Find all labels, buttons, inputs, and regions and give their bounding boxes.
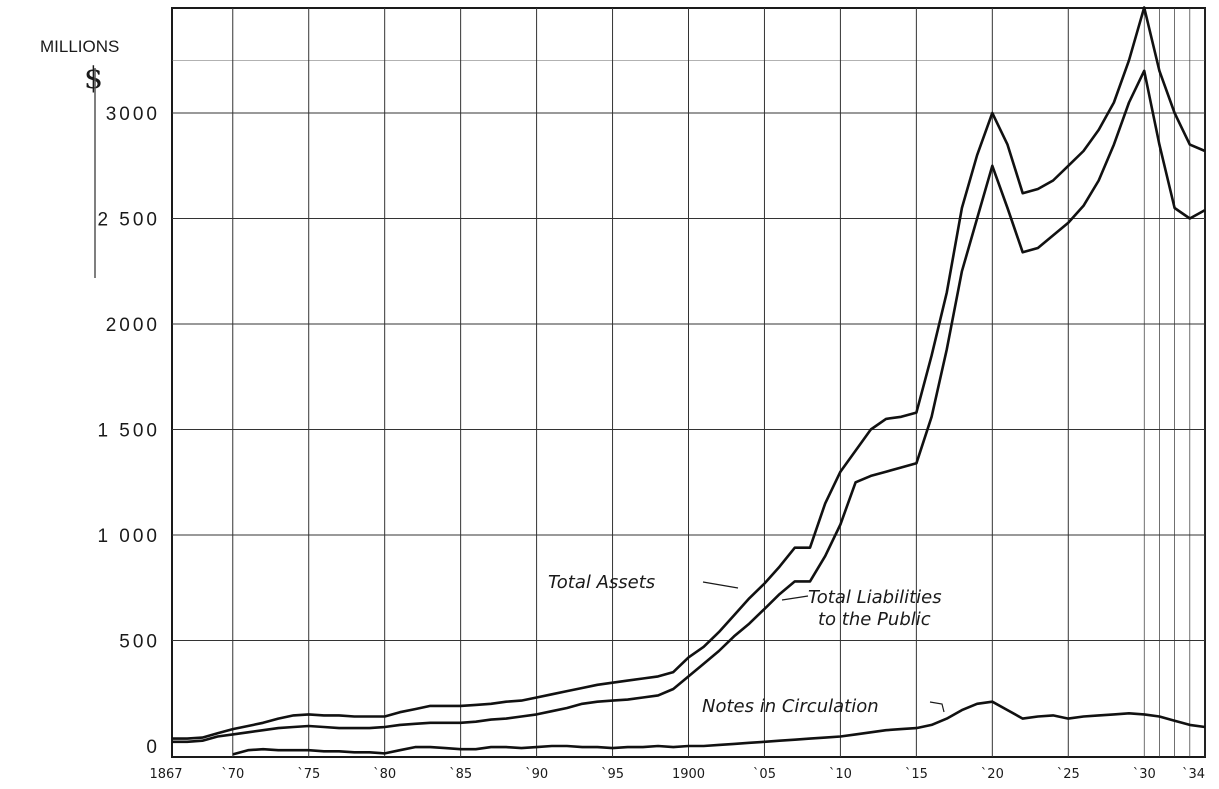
y-tick-label: 2000 bbox=[106, 315, 160, 336]
x-tick-label: `90 bbox=[525, 767, 548, 782]
total-liabilities-line bbox=[172, 69, 1206, 744]
x-tick-label: `30 bbox=[1133, 767, 1156, 782]
total-assets-line bbox=[172, 6, 1206, 740]
notes-in-circulation-label: Notes in Circulation bbox=[702, 696, 879, 717]
x-axis: 1867 `70 `75 `80 `85 `90 `95 1900 `05 `10 `15 `20 `2… bbox=[149, 767, 1205, 782]
y-tick-label: 1 500 bbox=[97, 421, 160, 442]
y-tick-label: 3000 bbox=[106, 104, 160, 125]
x-tick-label: `15 bbox=[905, 767, 928, 782]
y-axis: 0 500 1 000 1 500 2000 2 500 3000 bbox=[97, 104, 160, 758]
x-tick-label: `05 bbox=[753, 767, 776, 782]
x-tick-label: `85 bbox=[449, 767, 472, 782]
x-tick-label: `95 bbox=[601, 767, 624, 782]
x-tick-label: `25 bbox=[1057, 767, 1080, 782]
x-tick-label: `10 bbox=[829, 767, 852, 782]
x-tick-label: `34 bbox=[1182, 767, 1205, 782]
total-assets-arrow bbox=[702, 581, 739, 589]
currency-symbol: $ bbox=[84, 61, 103, 96]
x-tick-label: 1900 bbox=[672, 767, 705, 782]
total-liabilities-arrow bbox=[781, 595, 809, 601]
x-tick-label: `75 bbox=[297, 767, 320, 782]
total-liabilities-label-line2: to the Public bbox=[818, 609, 931, 630]
x-tick-label: `70 bbox=[221, 767, 244, 782]
notes-in-circulation-line bbox=[232, 700, 1206, 756]
y-tick-label: 500 bbox=[119, 632, 160, 653]
total-liabilities-label-line1: Total Liabilities bbox=[808, 587, 942, 608]
x-tick-label: `80 bbox=[373, 767, 396, 782]
total-assets-label: Total Assets bbox=[548, 572, 655, 593]
series-lines bbox=[172, 6, 1206, 756]
y-tick-label: 2 500 bbox=[97, 210, 160, 231]
y-tick-label: 1 000 bbox=[97, 526, 160, 547]
x-tick-label: `20 bbox=[981, 767, 1004, 782]
notes-in-circulation-arrow bbox=[929, 701, 945, 713]
y-axis-unit-label: MILLIONS bbox=[40, 37, 119, 56]
x-tick-label: 1867 bbox=[149, 767, 182, 782]
grid bbox=[171, 7, 1206, 758]
y-tick-label: 0 bbox=[146, 737, 160, 758]
